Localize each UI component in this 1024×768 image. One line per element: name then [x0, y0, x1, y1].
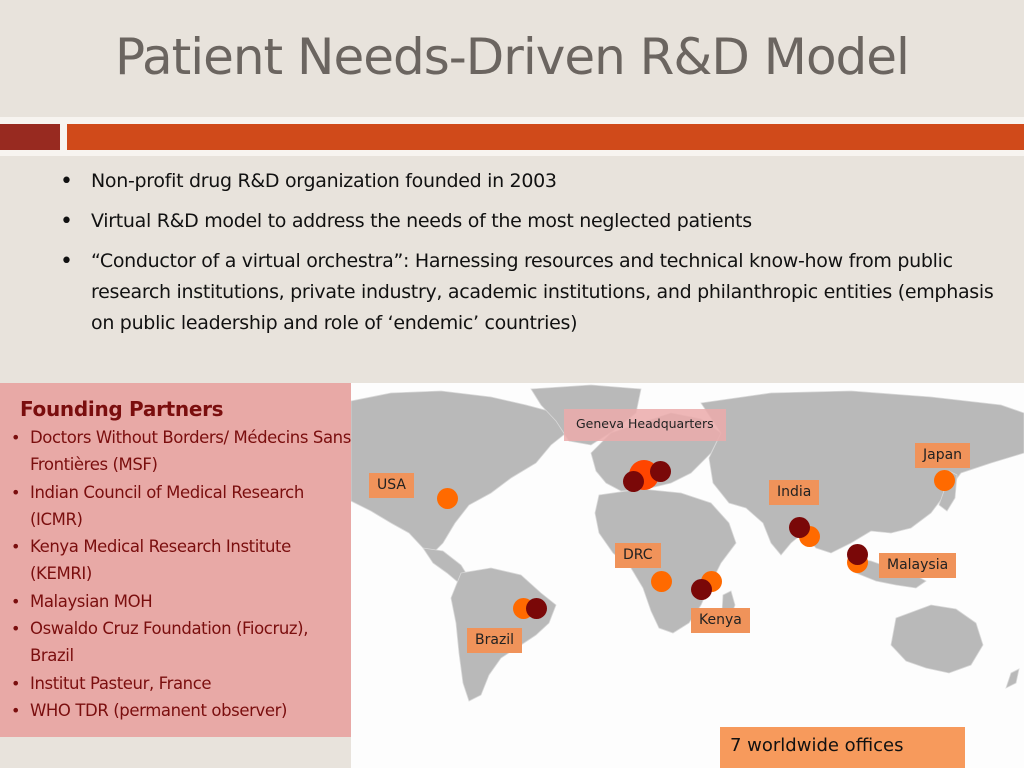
partner-item: • Malaysian MOH	[8, 588, 351, 615]
map-label-malaysia: Malaysia	[879, 553, 957, 578]
map-label-india: India	[769, 480, 820, 505]
bullet-icon: •	[11, 591, 21, 611]
bullet-item: • “Conductor of a virtual orchestra”: Ha…	[58, 246, 998, 339]
map-label-geneva-headquarters: Geneva Headquarters	[564, 409, 726, 441]
map-label-japan: Japan	[915, 443, 971, 468]
bullet-icon: •	[60, 249, 73, 274]
bullet-item: • Non-profit drug R&D organization found…	[58, 166, 998, 197]
partner-item: • Kenya Medical Research Institute (KEMR…	[8, 533, 351, 588]
world-map: Geneva Headquarters USA Japan India Mala…	[351, 383, 1024, 768]
map-label-usa: USA	[369, 473, 414, 498]
japan-office-marker-icon	[934, 470, 955, 491]
partner-text: Doctors Without Borders/ Médecins Sans F…	[30, 428, 351, 475]
bullet-item: • Virtual R&D model to address the needs…	[58, 206, 998, 237]
bullet-icon: •	[11, 482, 21, 502]
founding-partners-panel: Founding Partners • Doctors Without Bord…	[0, 383, 351, 737]
bullet-icon: •	[60, 169, 73, 194]
india-partner-marker-icon	[789, 517, 810, 538]
partner-text: WHO TDR (permanent observer)	[30, 700, 288, 720]
partner-item: • Doctors Without Borders/ Médecins Sans…	[8, 424, 351, 479]
header-band-accent-orange	[67, 124, 1024, 150]
drc-office-marker-icon	[651, 571, 672, 592]
bullet-text: “Conductor of a virtual orchestra”: Harn…	[91, 250, 994, 334]
partner-text: Indian Council of Medical Research (ICMR…	[30, 482, 304, 529]
partner-item: • Oswaldo Cruz Foundation (Fiocruz), Bra…	[8, 615, 351, 670]
kenya-partner-marker-icon	[691, 579, 712, 600]
malaysia-partner-marker-icon	[847, 544, 868, 565]
map-label-kenya: Kenya	[691, 608, 750, 633]
partner-item: • Indian Council of Medical Research (IC…	[8, 479, 351, 534]
bullet-icon: •	[11, 428, 21, 447]
worldwide-offices-callout: 7 worldwide offices	[720, 727, 965, 768]
partner-item: • WHO TDR (permanent observer)	[8, 697, 351, 724]
partner-text: Kenya Medical Research Institute (KEMRI)	[30, 537, 291, 584]
geneva-partner-marker-icon	[623, 471, 644, 492]
bullet-icon: •	[11, 673, 21, 693]
bullet-list: • Non-profit drug R&D organization found…	[58, 166, 998, 348]
bullet-icon: •	[11, 619, 21, 639]
geneva-partner-marker-icon	[650, 461, 671, 482]
bullet-text: Virtual R&D model to address the needs o…	[91, 210, 752, 232]
map-label-brazil: Brazil	[467, 628, 523, 653]
partner-text: Institut Pasteur, France	[30, 673, 212, 693]
partner-text: Malaysian MOH	[30, 591, 153, 611]
founding-partners-title: Founding Partners	[20, 397, 224, 421]
partner-text: Oswaldo Cruz Foundation (Fiocruz), Brazi…	[30, 619, 309, 666]
brazil-partner-marker-icon	[526, 598, 547, 619]
header-band-accent-dark	[0, 124, 60, 150]
map-label-drc: DRC	[615, 543, 661, 568]
usa-office-marker-icon	[437, 488, 458, 509]
bullet-text: Non-profit drug R&D organization founded…	[91, 170, 557, 192]
slide-title: Patient Needs-Driven R&D Model	[115, 28, 910, 86]
bullet-icon: •	[11, 537, 21, 557]
bullet-icon: •	[60, 209, 73, 234]
partner-item: • Institut Pasteur, France	[8, 670, 351, 697]
bullet-icon: •	[11, 700, 21, 720]
